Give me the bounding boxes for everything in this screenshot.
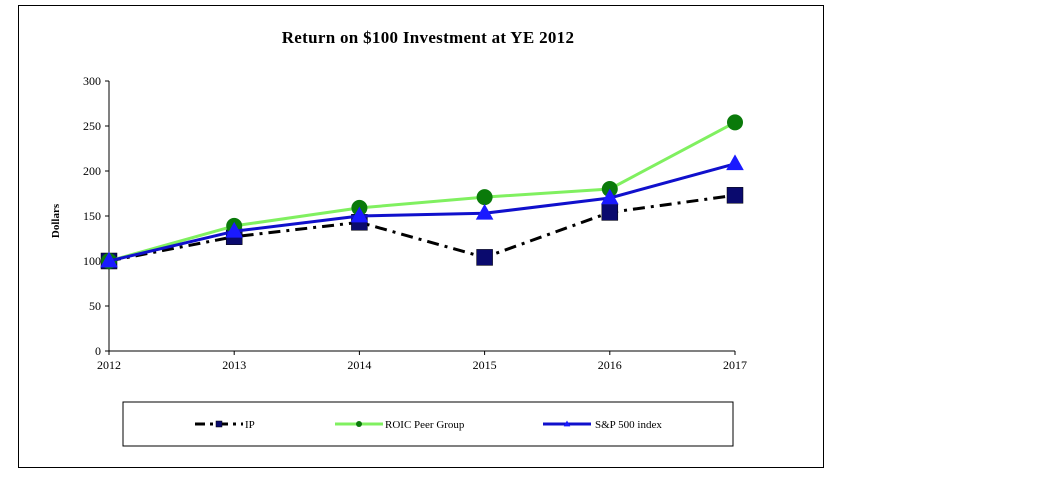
x-tick-label: 2012 <box>97 358 121 372</box>
data-point-s-p-500-index <box>350 206 369 223</box>
axes: 0 50 100 150 200 250 300 2012 2013 2014 2015 2016 20… <box>83 74 747 372</box>
legend-label-s-p-500-index: S&P 500 index <box>595 419 662 431</box>
data-point-s-p-500-index <box>475 203 494 220</box>
legend-label-ip: IP <box>245 419 255 431</box>
series-layer <box>100 114 744 270</box>
data-point-s-p-500-index <box>225 221 243 238</box>
y-tick-label: 200 <box>83 164 101 178</box>
y-axis-title: Dollars <box>50 203 62 238</box>
chart-frame: Return on $100 Investment at YE 2012 Dol… <box>18 5 824 468</box>
y-tick-label: 50 <box>89 299 101 313</box>
legend-item-ip: IP <box>195 419 255 431</box>
x-tick-label: 2015 <box>473 358 497 372</box>
series-s-p-500-index <box>100 154 744 268</box>
chart-svg: Return on $100 Investment at YE 2012 Dol… <box>50 28 747 447</box>
data-point-s-p-500-index <box>726 154 744 171</box>
y-tick-label: 0 <box>95 344 101 358</box>
x-tick-label: 2013 <box>222 358 246 372</box>
data-point-roic-peer-group <box>727 114 743 131</box>
x-tick-label: 2016 <box>598 358 622 372</box>
series-line-ip <box>108 193 736 263</box>
data-point-s-p-500-index <box>601 188 619 205</box>
legend-item-s-p-500-index: S&P 500 index <box>543 419 662 431</box>
x-tick-label: 2014 <box>347 358 371 372</box>
legend-label-roic-peer-group: ROIC Peer Group <box>385 419 465 431</box>
series-roic-peer-group <box>101 114 743 269</box>
y-tick-label: 150 <box>83 209 101 223</box>
data-point-ip <box>601 204 619 221</box>
series-ip <box>100 187 744 270</box>
data-point-ip <box>726 187 744 204</box>
series-line-roic-peer-group <box>108 121 736 263</box>
legend-marker-ip <box>215 420 223 428</box>
y-tick-label: 250 <box>83 119 101 133</box>
data-point-ip <box>476 249 493 266</box>
legend-item-roic-peer-group: ROIC Peer Group <box>335 419 465 431</box>
legend-marker-roic-peer-group <box>356 421 362 427</box>
x-tick-label: 2017 <box>723 358 747 372</box>
data-point-roic-peer-group <box>476 189 493 206</box>
y-tick-label: 100 <box>83 254 101 268</box>
data-point-s-p-500-index <box>100 251 118 268</box>
series-line-s-p-500-index <box>108 162 736 263</box>
chart-title: Return on $100 Investment at YE 2012 <box>282 28 575 47</box>
y-tick-label: 300 <box>83 74 101 88</box>
legend: IP ROIC Peer Group S&P 500 index <box>122 401 734 447</box>
legend-marker-s-p-500-index <box>563 420 571 427</box>
